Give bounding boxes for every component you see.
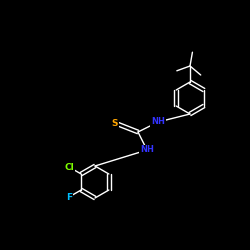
Text: S: S xyxy=(112,118,118,128)
Text: Cl: Cl xyxy=(64,162,74,172)
Text: NH: NH xyxy=(151,118,165,126)
Text: NH: NH xyxy=(140,146,154,154)
Text: F: F xyxy=(66,192,72,202)
